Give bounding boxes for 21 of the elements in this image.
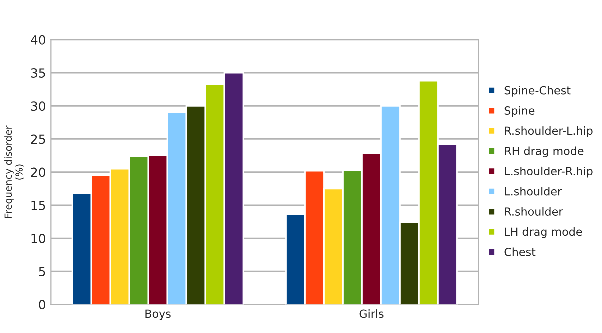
legend-label: LH drag mode — [505, 228, 582, 238]
y-axis-title: Frequency disorder (%) — [4, 126, 24, 218]
legend-label: Spine — [504, 106, 535, 118]
legend-label: Chest — [504, 248, 536, 256]
legend-label: L.shoulder — [505, 187, 562, 196]
y-tick-label: 35 — [31, 68, 46, 78]
x-tick-label: Girls — [360, 310, 384, 318]
y-tick-label: 30 — [31, 102, 46, 112]
y-tick-label: 15 — [32, 201, 46, 210]
y-tick-label: 0 — [39, 300, 46, 310]
legend-label: R.shoulder-L.hip — [505, 126, 593, 138]
y-tick-label: 40 — [31, 35, 46, 45]
legend-label: RH drag mode — [505, 146, 584, 158]
y-tick-label: 5 — [39, 267, 46, 277]
legend-label: Spine-Chest — [504, 86, 571, 97]
y-tick-label: 10 — [32, 234, 46, 244]
x-tick-label: Boys — [146, 310, 171, 320]
y-tick-label: 25 — [31, 134, 46, 144]
legend-label: R.shoulder — [505, 207, 564, 216]
y-tick-label: 20 — [31, 168, 46, 178]
legend-label: L.shoulder-R.hip — [505, 166, 593, 178]
